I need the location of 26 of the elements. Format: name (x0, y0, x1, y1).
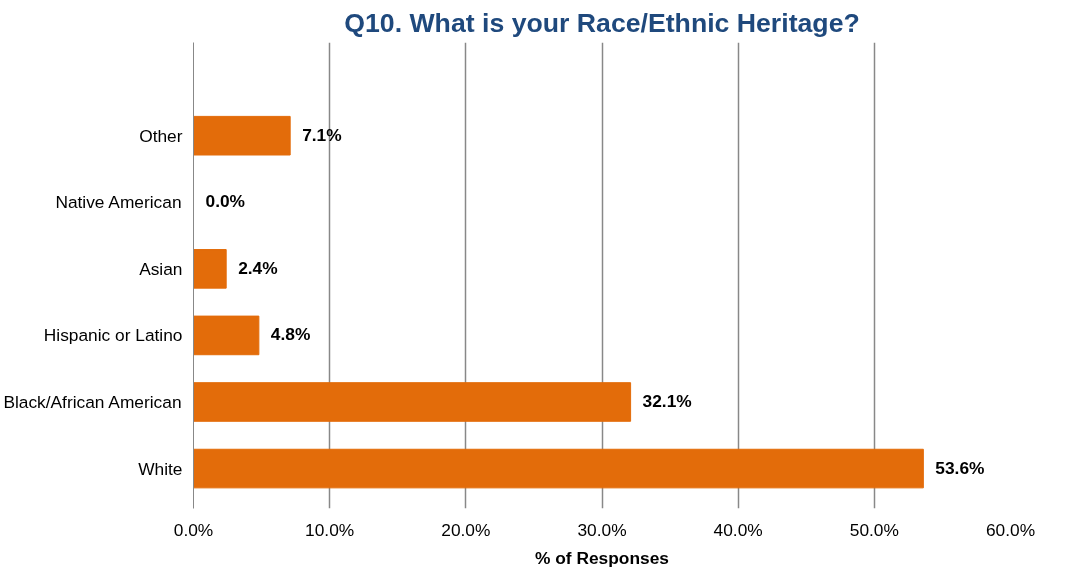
bar (193, 115, 291, 156)
x-tick-label: 0.0% (173, 519, 214, 540)
y-tick-label: Asian (139, 258, 183, 279)
x-axis-title: % of Responses (535, 547, 669, 568)
data-label: 2.4% (238, 257, 278, 278)
bar (193, 382, 632, 422)
y-tick-label: Native American (55, 192, 182, 213)
bar (193, 249, 227, 289)
x-tick-label: 30.0% (577, 519, 627, 540)
x-tick-label: 40.0% (713, 519, 763, 540)
data-label: 4.8% (270, 324, 311, 345)
x-tick-label: 60.0% (985, 519, 1036, 540)
chart-title: Q10. What is your Race/Ethnic Heritage? (344, 7, 860, 38)
x-tick-label: 50.0% (849, 519, 899, 540)
data-label: 7.1% (302, 124, 342, 145)
y-tick-label: White (138, 458, 183, 479)
bar (193, 315, 260, 356)
data-label: 32.1% (642, 390, 692, 411)
y-tick-label: Hispanic or Latino (43, 325, 183, 346)
data-label: 0.0% (205, 191, 245, 212)
bar (193, 448, 924, 489)
data-label: 53.6% (935, 457, 985, 478)
x-tick-label: 20.0% (441, 519, 491, 540)
x-tick-label: 10.0% (305, 519, 355, 540)
y-tick-label: Other (139, 125, 183, 146)
y-tick-label: Black/African American (3, 391, 182, 412)
